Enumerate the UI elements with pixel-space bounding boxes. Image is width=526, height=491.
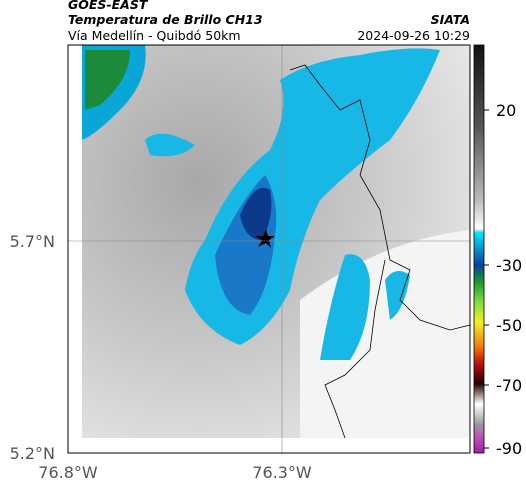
- colorbar-tick-label: -90: [496, 439, 522, 458]
- colorbar-tick-label: -50: [496, 316, 522, 335]
- lat-label: 5.7°N: [10, 232, 55, 251]
- organization: SIATA: [431, 12, 470, 27]
- lon-label: 76.8°W: [38, 463, 98, 482]
- satellite-image: [68, 45, 471, 453]
- lat-label: 5.2°N: [10, 444, 55, 463]
- colorbar: [473, 44, 485, 454]
- timestamp: 2024-09-26 10:29: [357, 28, 470, 43]
- colorbar-ticks: 20 -30 -50 -70 -90: [484, 101, 522, 458]
- colorbar-tick-label: -70: [496, 376, 522, 395]
- lon-label: 76.3°W: [252, 463, 312, 482]
- source: GOES-EAST: [68, 0, 149, 12]
- colorbar-tick-label: -30: [496, 256, 522, 275]
- map-frame: [67, 44, 471, 454]
- subtitle: Vía Medellín - Quibdó 50km: [68, 28, 241, 43]
- title: Temperatura de Brillo CH13: [68, 12, 263, 27]
- colorbar-tick-label: 20: [496, 101, 516, 120]
